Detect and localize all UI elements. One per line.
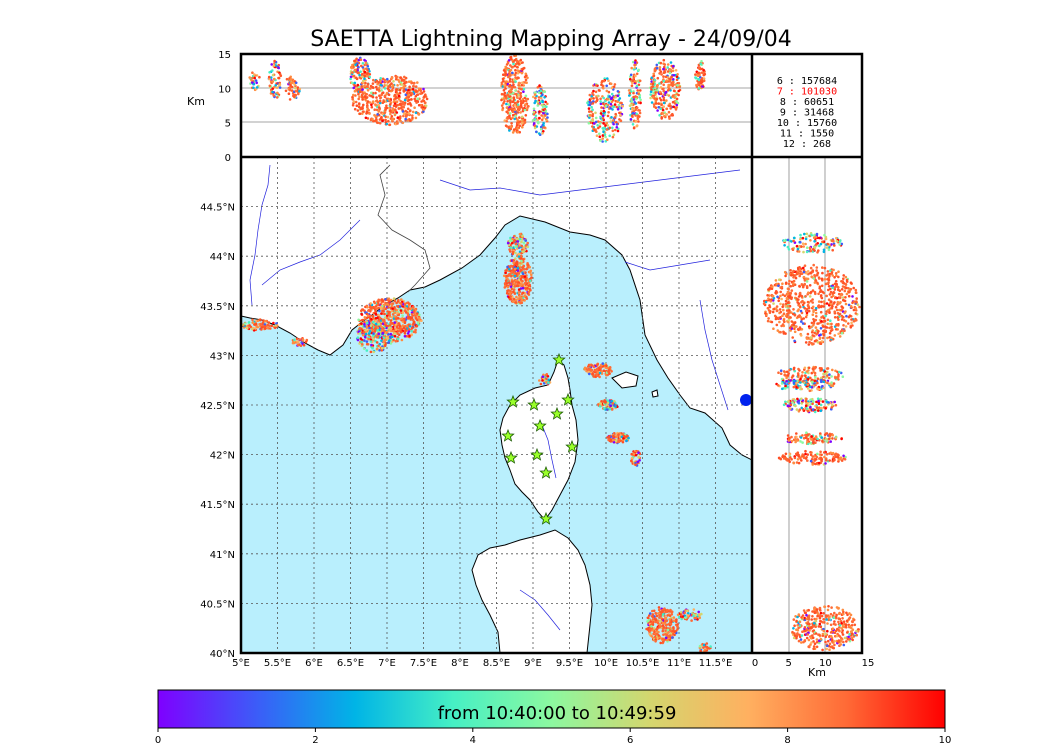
station-star-icon: [527, 397, 541, 411]
side-tick-label: 10: [819, 658, 832, 669]
lat-tick-label: 43.5°N: [200, 302, 235, 313]
lon-tick-label: 11.5°E: [699, 658, 733, 669]
figure-title: SAETTA Lightning Mapping Array - 24/09/0…: [310, 27, 791, 52]
station-star-icon: [561, 392, 575, 406]
land-elba: [611, 371, 639, 389]
lon-tick-label: 7.5°E: [410, 658, 437, 669]
side-tick-label: 0: [752, 658, 758, 669]
map-panel: 5°E 5.5°E 6°E 6.5°E 7°E 7.5°E 8°E 8.5°E 9°E 9.5°E…: [200, 157, 752, 669]
lon-tick-label: 5°E: [232, 658, 250, 669]
lon-tick-label: 10.5°E: [626, 658, 660, 669]
map-lon-ticks: 5°E 5.5°E 6°E 6.5°E 7°E 7.5°E 8°E 8.5°E 9°E 9.5°E…: [232, 658, 732, 669]
station-star-icon: [552, 352, 566, 366]
altitude-tick-label: 15: [218, 50, 231, 61]
land-giglio: [651, 389, 659, 398]
station-star-icon: [506, 394, 520, 408]
map-lightning-sources: [241, 232, 712, 653]
colorbar-tick-label: 6: [627, 735, 633, 746]
lon-tick-label: 11°E: [667, 658, 691, 669]
colorbar: from 10:40:00 to 10:49:59 0 2 4 6 8 10: [155, 689, 952, 746]
colorbar-tick-label: 10: [939, 735, 952, 746]
lma-stations: [501, 352, 579, 525]
lat-tick-label: 42.5°N: [200, 401, 235, 412]
map-graticule: [241, 157, 752, 653]
river-arno: [624, 259, 711, 271]
lon-tick-label: 9°E: [524, 658, 542, 669]
altitude-tick-label: 5: [225, 119, 231, 130]
altitude-tick-label: 10: [218, 84, 231, 95]
lat-tick-label: 43°N: [210, 351, 235, 362]
lon-tick-label: 9.5°E: [556, 658, 583, 669]
stat-line: 6 : 157684: [777, 76, 837, 87]
colorbar-gradient: [157, 689, 946, 729]
lat-tick-label: 44°N: [210, 252, 235, 263]
station-star-icon: [504, 450, 518, 464]
side-tick-label: 15: [862, 658, 875, 669]
stat-line: 10 : 15760: [777, 118, 837, 129]
land-mainland: [241, 157, 752, 461]
station-star-icon: [550, 406, 564, 420]
altitude-y-ticks: 15 10 5 0: [218, 50, 231, 164]
altitude-ylabel: Km: [187, 95, 205, 108]
side-lightning-sources: [762, 232, 861, 652]
river-durance: [261, 219, 361, 286]
figure-frame: [239, 52, 864, 655]
lon-tick-label: 7°E: [378, 658, 396, 669]
stat-line: 12 : 268: [783, 139, 831, 150]
colorbar-ticks: 0 2 4 6 8 10: [155, 728, 952, 746]
side-xlabel: Km: [808, 666, 826, 679]
station-star-icon: [539, 511, 553, 525]
lon-tick-label: 8°E: [451, 658, 469, 669]
altitude-lightning-sources: [248, 54, 707, 143]
river-sardinia: [519, 589, 561, 631]
colorbar-tick-label: 2: [312, 735, 318, 746]
side-panel: 0 5 10 15 Km: [740, 157, 874, 679]
land-sardinia: [471, 529, 593, 653]
river-corsica: [539, 419, 557, 479]
lat-tick-label: 42°N: [210, 451, 235, 462]
side-x-ticks: 0 5 10 15: [752, 658, 875, 669]
river-po: [439, 169, 741, 196]
lon-tick-label: 5.5°E: [264, 658, 291, 669]
altitude-tick-label: 0: [225, 153, 231, 164]
stat-line: 9 : 31468: [780, 108, 834, 119]
land-corsica: [499, 359, 579, 521]
altitude-panel: Km 15 10 5 0: [187, 50, 752, 164]
map-lat-ticks: 44.5°N 44°N 43.5°N 43°N 42.5°N 42°N 41.5°N 41°N…: [200, 203, 235, 660]
station-star-icon: [501, 428, 515, 442]
lat-tick-label: 41°N: [210, 550, 235, 561]
lat-tick-label: 41.5°N: [200, 500, 235, 511]
lat-tick-label: 40.5°N: [200, 599, 235, 610]
lat-tick-label: 44.5°N: [200, 203, 235, 214]
station-star-icon: [565, 439, 579, 453]
lon-tick-label: 6.5°E: [337, 658, 364, 669]
station-star-icon: [533, 418, 547, 432]
stat-line: 8 : 60651: [780, 97, 834, 108]
station-star-icon: [530, 447, 544, 461]
lat-tick-label: 40°N: [210, 649, 235, 660]
river-rhone: [249, 164, 271, 306]
lon-tick-label: 8.5°E: [483, 658, 510, 669]
station-star-icon: [539, 465, 553, 479]
side-edge-blob: [740, 394, 752, 406]
border-france-italy: [377, 164, 431, 293]
colorbar-tick-label: 8: [784, 735, 790, 746]
colorbar-tick-label: 0: [155, 735, 161, 746]
river-tevere: [699, 299, 729, 411]
stat-line: 7 : 101030: [777, 87, 837, 98]
colorbar-tick-label: 4: [470, 735, 476, 746]
stat-line: 11 : 1550: [780, 129, 834, 140]
lon-tick-label: 10°E: [594, 658, 618, 669]
lon-tick-label: 6°E: [305, 658, 323, 669]
colorbar-label: from 10:40:00 to 10:49:59: [438, 703, 677, 724]
side-tick-label: 5: [785, 658, 791, 669]
